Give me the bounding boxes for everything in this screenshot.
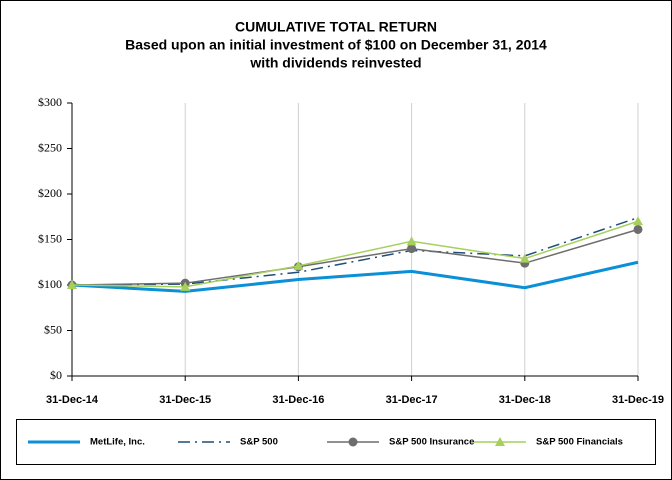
marker (633, 216, 643, 226)
x-tick-label: 31-Dec-15 (159, 394, 211, 406)
legend-marker (495, 437, 505, 446)
marker (180, 281, 191, 291)
y-tick-label: $250 (38, 140, 62, 154)
marker (293, 260, 304, 270)
legend-label: MetLife, Inc. (90, 437, 145, 448)
y-tick-label: $300 (38, 95, 62, 109)
y-tick-label: $150 (38, 231, 62, 245)
marker (519, 253, 530, 263)
x-tick-label: 31-Dec-14 (46, 394, 99, 406)
legend-marker (348, 437, 358, 447)
x-tick-label: 31-Dec-17 (386, 394, 438, 406)
series-line (71, 260, 639, 293)
legend-label: S&P 500 Insurance (389, 437, 474, 448)
legend-label: S&P 500 (240, 437, 278, 448)
y-tick-label: $100 (38, 277, 62, 291)
chart-subtitle: Based upon an initial investment of $100… (125, 37, 547, 53)
marker (407, 244, 417, 254)
chart-title: CUMULATIVE TOTAL RETURN (235, 19, 437, 35)
y-tick-label: $200 (38, 186, 62, 200)
series-line (71, 220, 639, 288)
chart-subtitle: with dividends reinvested (249, 55, 421, 71)
x-tick-label: 31-Dec-19 (612, 394, 664, 406)
x-tick-label: 31-Dec-16 (272, 394, 324, 406)
y-tick-label: $50 (44, 322, 62, 336)
marker (633, 224, 643, 234)
legend-label: S&P 500 Financials (536, 437, 623, 448)
x-tick-label: 31-Dec-18 (499, 394, 551, 406)
y-tick-label: $0 (50, 368, 62, 382)
marker (67, 280, 77, 289)
marker (406, 236, 417, 246)
series-line (71, 228, 639, 286)
legend-box (16, 419, 656, 465)
